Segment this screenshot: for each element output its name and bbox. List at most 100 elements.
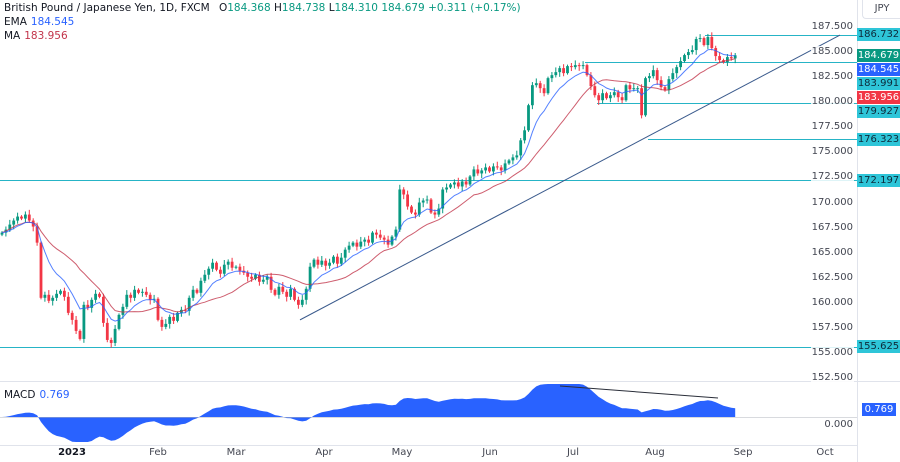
level-price-badge: 183.991 [857, 77, 900, 90]
candle-body [690, 50, 694, 53]
candle-body [98, 293, 101, 297]
candle-body [51, 297, 55, 301]
candle-body [20, 216, 23, 219]
candle-body [714, 48, 718, 57]
candle-body [269, 276, 273, 290]
candle-body [324, 260, 328, 266]
macd-zero-label: 0.000 [823, 419, 854, 431]
price-tick-label: 180.000 [810, 96, 854, 109]
candle-body [332, 256, 335, 263]
candle-body [648, 76, 651, 79]
price-tick-label: 177.500 [810, 121, 854, 134]
ema-line [1, 48, 736, 322]
candle-body [226, 261, 230, 265]
candle-body [546, 78, 550, 94]
time-axis-label: Apr [315, 447, 333, 458]
candle-body [211, 262, 214, 269]
price-tick-label: 157.500 [810, 321, 854, 334]
candle-body [531, 85, 534, 106]
candle-body [612, 92, 616, 96]
candle-body [655, 70, 659, 81]
candle-body [601, 93, 604, 101]
candle-body [683, 55, 686, 62]
candle-body [472, 169, 476, 177]
candle-body [726, 57, 729, 63]
price-tick-label: 165.000 [810, 246, 854, 259]
candle-body [351, 242, 355, 246]
candle-body [566, 66, 569, 74]
candle-body [82, 304, 86, 339]
candle-body [449, 184, 452, 188]
candle-body [129, 294, 133, 298]
candle-body [651, 70, 655, 77]
candle-body [702, 38, 706, 46]
candle-body [488, 167, 491, 172]
candle-body [109, 339, 113, 343]
candle-body [659, 80, 663, 88]
macd-label: MACD [4, 389, 36, 401]
candle-body [312, 259, 316, 267]
candle-body [718, 56, 721, 61]
candle-body [382, 237, 386, 240]
candle-body [27, 214, 31, 221]
candle-body [616, 92, 620, 98]
macd-legend[interactable]: MACD 0.769 [4, 388, 70, 402]
ma-legend[interactable]: MA 183.956 [4, 29, 68, 43]
candle-body [585, 65, 589, 76]
candle-body [433, 212, 437, 215]
candle-body [215, 262, 218, 270]
candle-body [16, 216, 19, 221]
candle-body [94, 293, 97, 300]
high-label: H [274, 2, 282, 14]
price-tick-label: 187.500 [810, 21, 854, 33]
candle-body [507, 160, 511, 164]
time-axis-label: Jul [566, 447, 580, 458]
candle-body [308, 266, 312, 289]
candle-body [694, 39, 698, 51]
candle-body [219, 269, 222, 274]
candle-body [628, 85, 632, 90]
candle-body [523, 130, 526, 141]
candle-body [468, 176, 472, 185]
candle-body [402, 189, 406, 195]
candle-body [258, 274, 261, 282]
candle-body [534, 83, 538, 86]
candle-body [476, 169, 480, 174]
candle-body [90, 299, 94, 308]
open-value: 184.368 [227, 2, 271, 14]
candle-body [78, 330, 82, 339]
candle-body [437, 208, 441, 215]
ma-line [1, 58, 736, 313]
level-price-badge: 155.625 [857, 340, 900, 353]
candle-body [593, 86, 597, 96]
candle-body [558, 68, 562, 73]
candle-body [371, 232, 374, 243]
currency-label[interactable]: JPY [862, 0, 900, 19]
candle-body [176, 312, 179, 321]
price-tick-label: 160.000 [810, 296, 854, 309]
candle-body [328, 262, 331, 266]
candle-body [480, 170, 484, 174]
symbol-legend: British Pound / Japanese Yen, 1D, FXCM O… [4, 1, 521, 15]
close-price-badge: 184.679 [857, 49, 900, 62]
candle-body [644, 78, 647, 116]
price-tick-label: 162.500 [810, 271, 854, 284]
candle-body [515, 155, 519, 158]
ema-legend[interactable]: EMA 184.545 [4, 15, 74, 29]
level-price-badge: 186.732 [857, 28, 900, 41]
candle-body [359, 241, 363, 247]
candle-body [417, 202, 421, 215]
candle-body [441, 189, 445, 209]
candle-body [156, 298, 160, 320]
candle-body [511, 157, 515, 161]
candle-body [675, 67, 679, 74]
price-tick-label: 182.500 [810, 71, 854, 84]
open-label: O [218, 2, 228, 14]
candle-body [636, 88, 640, 90]
time-axis-label: Oct [816, 447, 834, 458]
candle-body [8, 224, 12, 230]
ma-price-badge: 183.956 [857, 91, 900, 104]
candle-body [254, 274, 257, 279]
candle-body [375, 232, 378, 235]
